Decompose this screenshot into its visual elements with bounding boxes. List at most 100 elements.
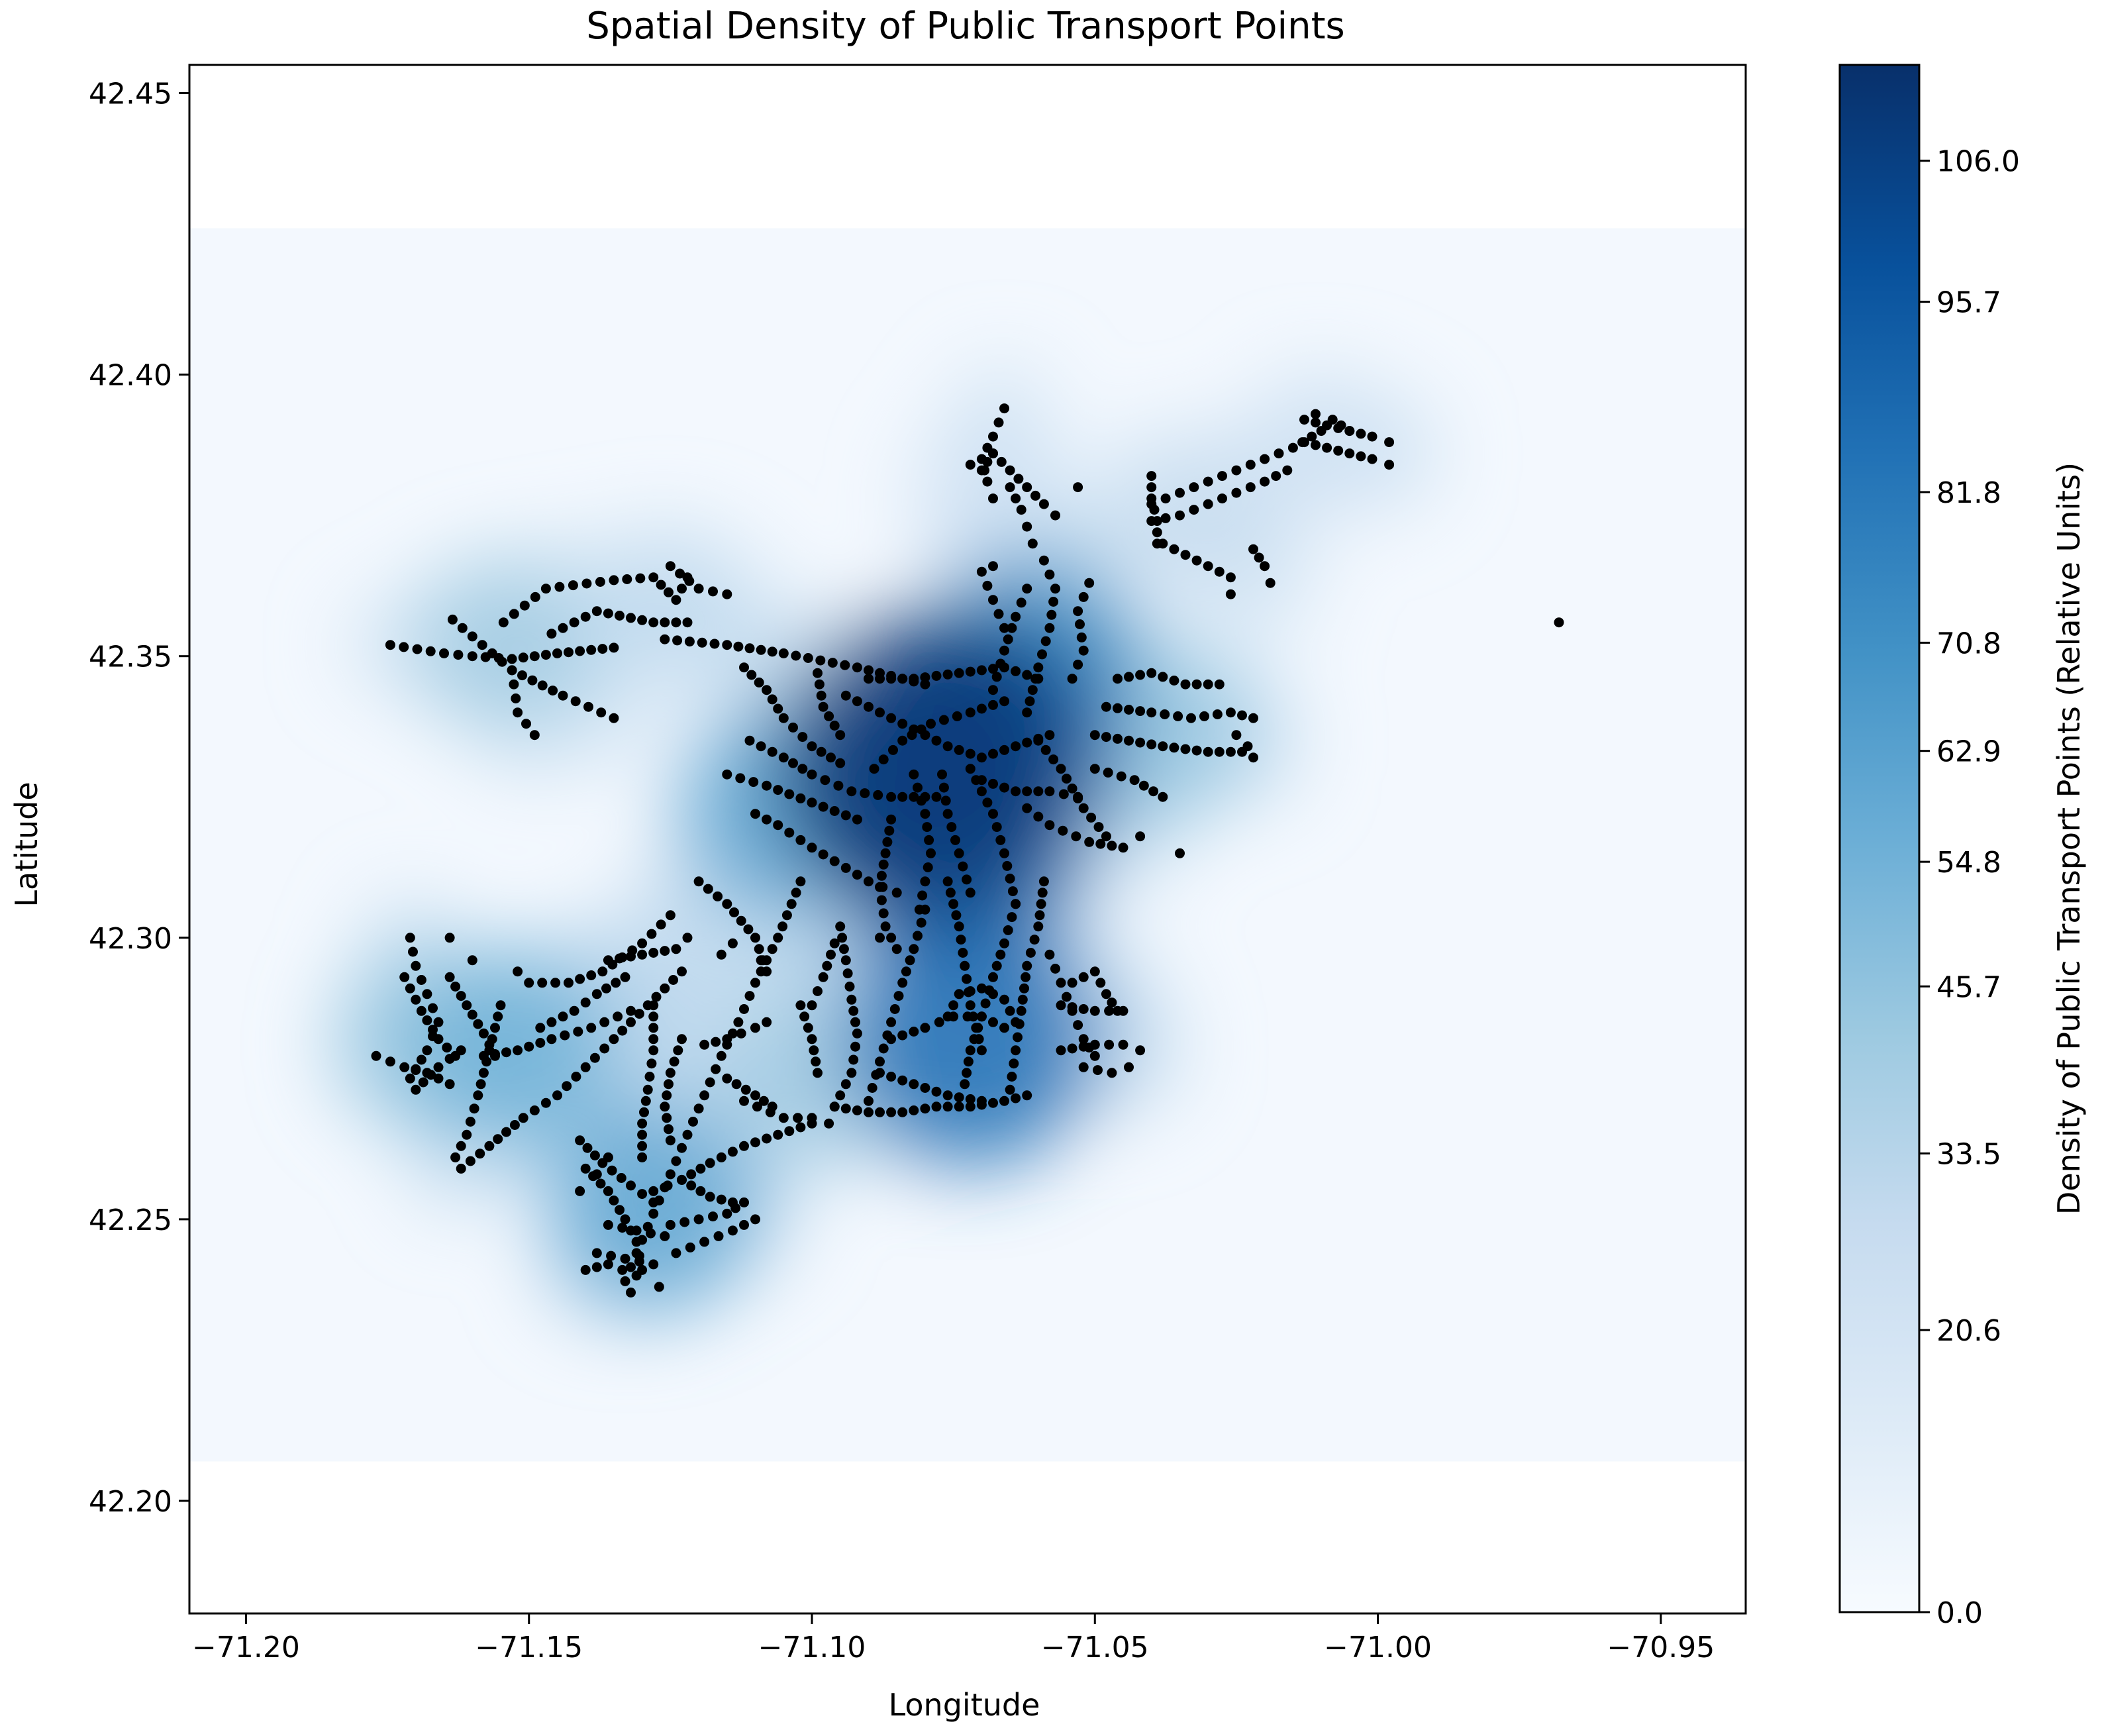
transport-point [1146,493,1157,504]
transport-point [713,891,723,901]
transport-point [487,648,497,658]
transport-point [478,1028,489,1039]
transport-point [909,1079,919,1090]
transport-point [648,1208,659,1219]
transport-point [1022,584,1032,594]
transport-point [826,752,836,763]
transport-point [439,648,449,658]
transport-point [846,786,857,797]
transport-point [1084,578,1095,588]
transport-point [1073,482,1083,493]
transport-point [631,1237,642,1247]
transport-point [878,1043,889,1054]
transport-point [956,935,966,945]
transport-point [705,1158,715,1168]
transport-point [405,1073,415,1084]
transport-point [456,991,466,1001]
transport-point [1287,442,1298,453]
transport-point [677,584,687,594]
transport-point [665,910,676,921]
transport-point [1044,820,1055,831]
transport-point [976,566,987,577]
transport-point [1254,552,1264,563]
transport-point [639,1107,649,1117]
transport-point [416,1054,426,1065]
transport-point [457,623,468,633]
transport-point [988,972,998,982]
transport-point [773,1129,783,1140]
transport-point [1260,454,1270,464]
transport-point [1191,745,1202,756]
transport-point [999,403,1009,414]
transport-point [1044,949,1055,960]
transport-point [637,1189,648,1200]
transport-point [677,1143,687,1153]
y-axis: 42.20 42.25 42.30 42.35 42.40 42.45 [89,77,189,1519]
transport-point [626,1262,636,1272]
transport-point [1203,746,1213,757]
transport-point [920,1103,930,1114]
transport-point [444,972,455,982]
transport-point [575,1135,585,1146]
transport-point [739,1096,749,1106]
transport-point [664,587,674,597]
transport-point [637,1118,648,1129]
transport-point [1344,426,1355,436]
transport-point [840,810,851,821]
transport-point [813,668,823,678]
transport-point [1044,623,1055,633]
transport-point [850,1041,860,1052]
transport-point [909,944,919,954]
transport-point [884,825,895,836]
transport-point [897,1030,908,1041]
transport-point [913,931,923,941]
transport-point [736,1028,746,1039]
transport-point [722,1208,732,1219]
transport-point [597,644,608,654]
transport-point [1011,741,1021,752]
transport-point [999,623,1009,633]
transport-point [613,1011,623,1022]
transport-point [1199,711,1209,721]
transport-point [1011,899,1021,909]
transport-point [916,795,926,806]
transport-point [1158,741,1168,752]
transport-point [1089,1039,1100,1050]
transport-point [1231,465,1242,476]
transport-point [954,1092,964,1103]
transport-point [1225,572,1236,583]
transport-point [886,1072,897,1082]
transport-point [773,785,783,795]
transport-point [422,1045,432,1056]
transport-point [684,576,695,586]
transport-point [999,782,1009,793]
transport-point [554,582,565,592]
transport-point [1101,989,1111,999]
transport-point [1011,1017,1021,1027]
transport-point [469,1103,479,1114]
transport-point [886,814,897,825]
transport-point [807,741,817,752]
transport-point [1044,730,1055,740]
transport-point [1005,482,1015,493]
transport-point [1327,415,1338,425]
transport-point [965,707,976,718]
transport-point [1067,784,1077,793]
transport-point [637,949,648,960]
transport-point [795,835,806,845]
transport-point [580,1062,591,1072]
transport-point [867,1083,877,1093]
transport-point [873,790,883,800]
transport-point [648,1259,659,1270]
transport-point [1048,597,1059,607]
transport-point [822,960,832,971]
transport-point [1005,1005,1015,1016]
transport-point [744,735,755,746]
transport-point [886,1107,897,1117]
transport-point [837,933,848,943]
transport-point [580,611,591,622]
transport-point [1367,431,1377,442]
transport-point [1022,737,1032,748]
x-tick-label: −71.10 [758,1631,866,1664]
transport-point [1037,888,1048,898]
